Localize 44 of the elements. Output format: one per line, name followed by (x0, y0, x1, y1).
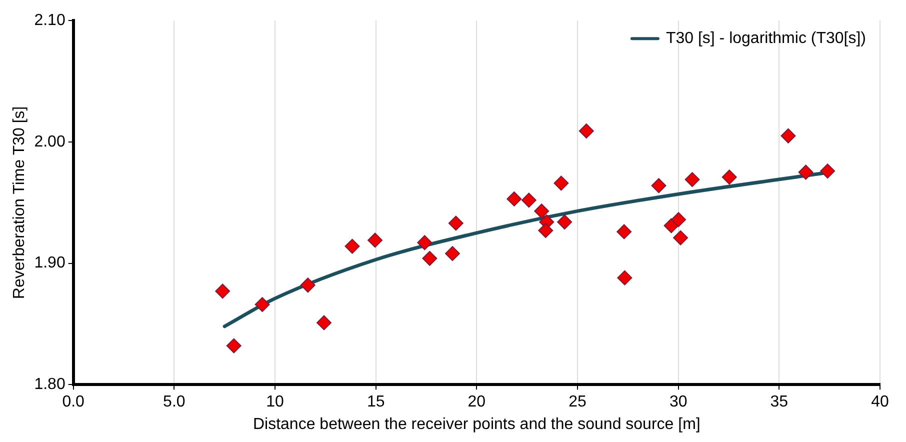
point (578, 124, 594, 139)
x-tick-label: 0.0 (62, 394, 85, 411)
y-tick-label: 1.80 (34, 376, 66, 394)
point (673, 230, 688, 246)
x-tick-label: 35 (770, 394, 788, 411)
point (538, 223, 554, 238)
x-tick-label: 15 (366, 394, 385, 411)
point (226, 338, 242, 354)
y-tick-label: 1.90 (34, 254, 66, 272)
point (448, 216, 464, 231)
x-tick-label: 40 (871, 394, 889, 411)
point (616, 224, 632, 240)
point (554, 176, 569, 191)
point (651, 178, 666, 194)
point (780, 128, 796, 144)
point (671, 212, 686, 228)
point (506, 191, 522, 206)
x-tick-label: 10 (266, 394, 284, 411)
legend-label: T30 [s] - logarithmic (T30[s]) (666, 30, 866, 48)
point (254, 297, 270, 312)
point (798, 164, 814, 180)
point (722, 170, 737, 185)
x-tick-label: 20 (468, 394, 486, 411)
point (534, 204, 550, 219)
x-tick-label: 30 (669, 394, 688, 411)
y-axis-title: Reverberation Time T30 [s] (11, 106, 28, 299)
point (316, 315, 332, 330)
point (422, 250, 438, 266)
point (344, 238, 360, 254)
x-tick-label: 25 (568, 394, 587, 411)
y-tick-label: 2.00 (34, 133, 66, 150)
point (368, 232, 383, 248)
point (684, 172, 700, 188)
x-tick-label: 5.0 (163, 394, 186, 411)
point (215, 284, 230, 299)
point (820, 164, 836, 179)
x-axis-title: Distance between the receiver points and the sound source [m] (252, 416, 700, 433)
point (417, 235, 432, 250)
point (300, 278, 316, 293)
point (444, 246, 460, 262)
point (557, 214, 572, 230)
point (617, 270, 632, 286)
point (521, 192, 536, 208)
y-tick-label: 2.10 (34, 12, 66, 30)
